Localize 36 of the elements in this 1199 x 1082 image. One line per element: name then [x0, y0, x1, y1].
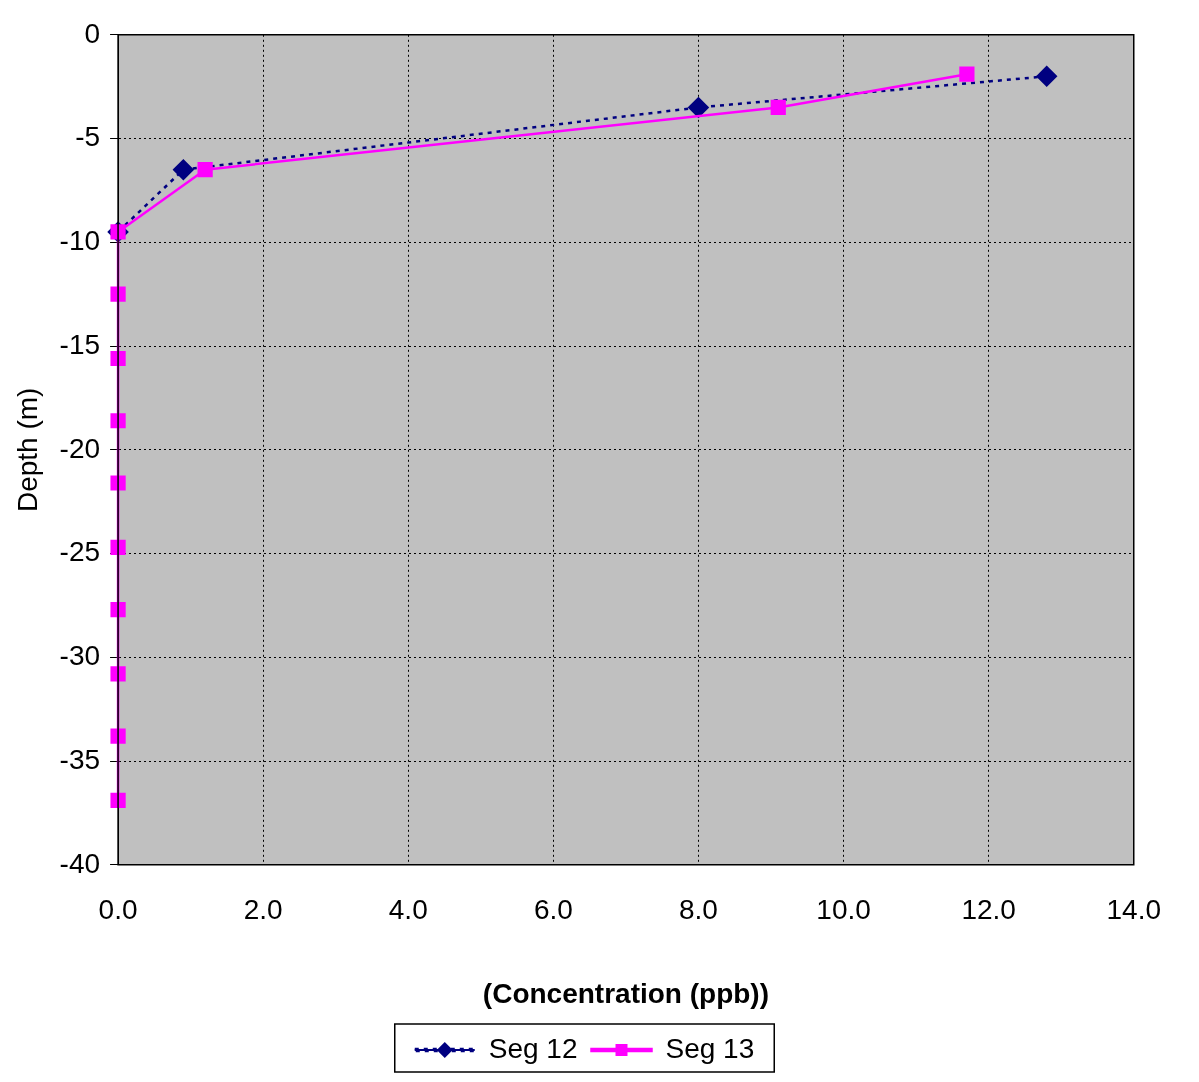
y-tick-label: -25 [59, 536, 101, 568]
y-tick-label: 0 [84, 17, 101, 49]
x-tick-label: 0.0 [98, 894, 138, 926]
point [110, 539, 126, 555]
legend-label: Seg 12 [488, 1032, 578, 1064]
point [1036, 66, 1057, 87]
x-axis-title: (Concentration (ppb)) [482, 977, 769, 1009]
y-tick-label: -35 [59, 743, 101, 775]
x-tick-label: 2.0 [243, 894, 283, 926]
point [770, 99, 786, 116]
point [110, 792, 126, 809]
legend-label: Seg 13 [665, 1032, 755, 1064]
point [959, 66, 975, 82]
y-axis-title: Depth (m) [11, 387, 43, 513]
point [110, 601, 126, 618]
point [110, 728, 126, 744]
y-tick-label: -20 [59, 432, 101, 464]
point [110, 475, 126, 491]
x-tick-label: 10.0 [816, 894, 871, 926]
point [197, 162, 213, 178]
point [173, 159, 194, 180]
x-tick-label: 14.0 [1106, 894, 1161, 926]
y-tick-label: -10 [59, 225, 101, 257]
point [110, 666, 126, 682]
y-tick-label: -15 [59, 328, 101, 360]
point [110, 286, 126, 302]
point [688, 97, 709, 118]
y-tick-label: -30 [59, 640, 101, 672]
x-tick-label: 6.0 [533, 894, 573, 926]
y-tick-label: -40 [59, 847, 101, 879]
x-tick-label: 12.0 [961, 894, 1016, 926]
y-tick-label: -5 [75, 121, 101, 153]
x-tick-label: 8.0 [678, 894, 718, 926]
point [110, 413, 126, 429]
point [110, 350, 126, 367]
x-tick-label: 4.0 [388, 894, 428, 926]
